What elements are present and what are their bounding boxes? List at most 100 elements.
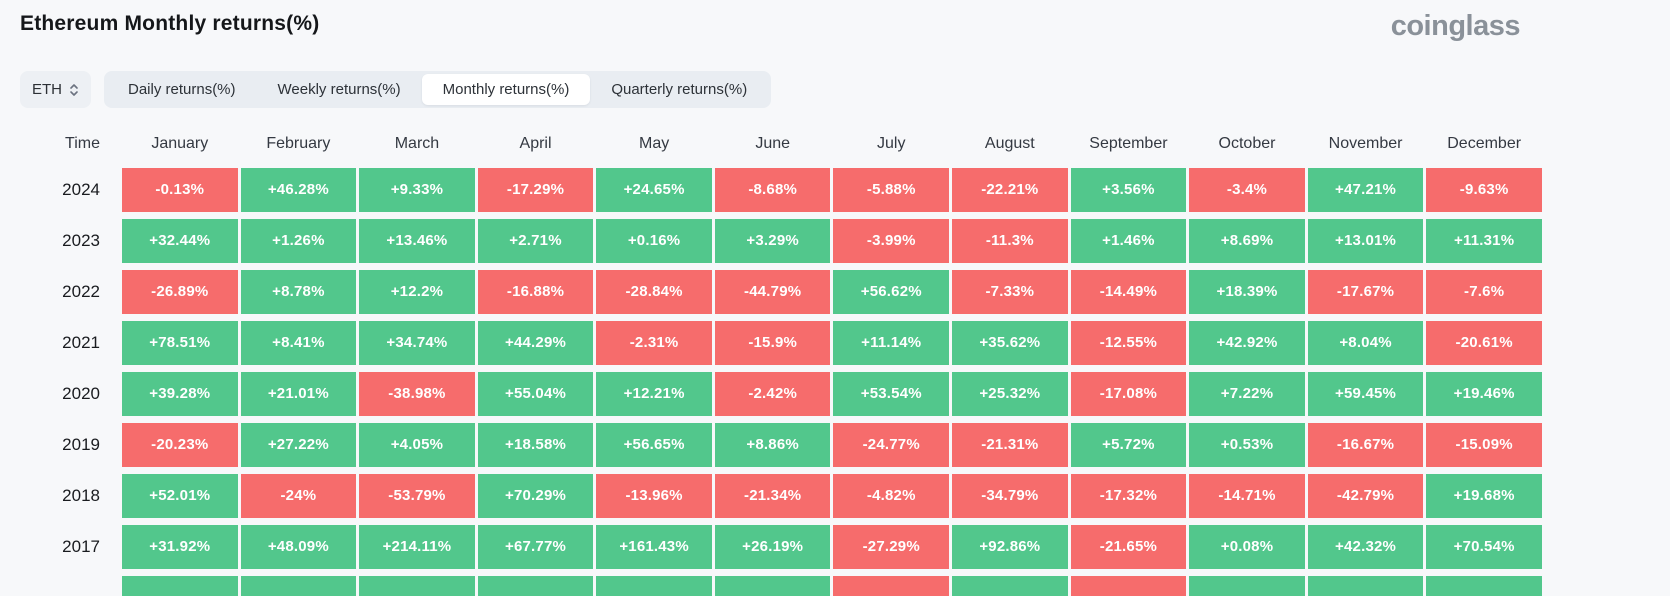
return-cell-2018-may: -13.96% xyxy=(596,474,712,518)
return-cell-2019-february: +27.22% xyxy=(240,423,357,467)
return-cell-2020-september: -17.08% xyxy=(1070,372,1187,416)
returns-row-partial xyxy=(20,576,1542,596)
return-cell-partial-october xyxy=(1189,576,1305,596)
return-cell-2024-april: -17.29% xyxy=(477,168,594,212)
return-cell-2021-august: +35.62% xyxy=(952,321,1068,365)
returns-row-2017: 2017 +31.92% +48.09% +214.11% +67.77% +161.43… xyxy=(20,525,1542,569)
return-cell-2018-october: -14.71% xyxy=(1189,474,1305,518)
returns-period-tabs: Daily returns(%) Weekly returns(%) Monthly… xyxy=(104,71,772,108)
return-cell-2021-may: -2.31% xyxy=(596,321,712,365)
return-cell-2021-september: -12.55% xyxy=(1070,321,1187,365)
column-header-september: September xyxy=(1089,135,1168,152)
returns-row-2022: 2022 -26.89% +8.78% +12.2% -16.88% -28.84% -44… xyxy=(20,270,1542,314)
column-header-november: November xyxy=(1328,135,1403,152)
return-cell-partial-september xyxy=(1070,576,1187,596)
return-cell-2023-august: -11.3% xyxy=(952,219,1068,263)
return-cell-2021-march: +34.74% xyxy=(359,321,475,365)
controls-bar: ETH Daily returns(%) Weekly returns(%) Mon… xyxy=(20,71,1670,108)
return-cell-2019-november: -16.67% xyxy=(1307,423,1424,467)
page-title: Ethereum Monthly returns(%) xyxy=(20,12,320,35)
return-cell-2023-june: +3.29% xyxy=(714,219,831,263)
return-cell-2022-june: -44.79% xyxy=(714,270,831,314)
return-cell-2022-february: +8.78% xyxy=(240,270,357,314)
return-cell-2020-january: +39.28% xyxy=(122,372,238,416)
return-cell-2022-july: +56.62% xyxy=(833,270,950,314)
return-cell-2023-april: +2.71% xyxy=(477,219,594,263)
coinglass-logo: coinglass xyxy=(1390,10,1521,42)
return-cell-2020-april: +55.04% xyxy=(477,372,594,416)
return-cell-2019-may: +56.65% xyxy=(596,423,712,467)
return-cell-2021-february: +8.41% xyxy=(240,321,357,365)
return-cell-2023-october: +8.69% xyxy=(1189,219,1305,263)
tab-weekly-returns[interactable]: Weekly returns(%) xyxy=(257,74,422,105)
return-cell-2018-september: -17.32% xyxy=(1070,474,1187,518)
return-cell-2023-november: +13.01% xyxy=(1307,219,1424,263)
return-cell-partial-april xyxy=(477,576,594,596)
return-cell-2024-november: +47.21% xyxy=(1307,168,1424,212)
return-cell-2024-october: -3.4% xyxy=(1189,168,1305,212)
return-cell-2017-august: +92.86% xyxy=(952,525,1068,569)
return-cell-2019-september: +5.72% xyxy=(1070,423,1187,467)
return-cell-2019-january: -20.23% xyxy=(122,423,238,467)
return-cell-2018-november: -42.79% xyxy=(1307,474,1424,518)
return-cell-2022-may: -28.84% xyxy=(596,270,712,314)
return-cell-2019-march: +4.05% xyxy=(359,423,475,467)
return-cell-2023-july: -3.99% xyxy=(833,219,950,263)
return-cell-2021-november: +8.04% xyxy=(1307,321,1424,365)
monthly-returns-table: Time January February March April May June July… xyxy=(20,124,1542,596)
return-cell-2018-june: -21.34% xyxy=(714,474,831,518)
return-cell-2022-october: +18.39% xyxy=(1189,270,1305,314)
return-cell-2017-april: +67.77% xyxy=(477,525,594,569)
return-cell-2019-december: -15.09% xyxy=(1426,423,1542,467)
return-cell-2023-february: +1.26% xyxy=(240,219,357,263)
return-cell-2019-october: +0.53% xyxy=(1189,423,1305,467)
symbol-select[interactable]: ETH xyxy=(20,71,91,108)
return-cell-partial-february xyxy=(240,576,357,596)
return-cell-2023-december: +11.31% xyxy=(1426,219,1542,263)
return-cell-2019-august: -21.31% xyxy=(952,423,1068,467)
tab-quarterly-returns[interactable]: Quarterly returns(%) xyxy=(590,74,768,105)
return-cell-2021-april: +44.29% xyxy=(477,321,594,365)
row-year-label: 2019 xyxy=(62,435,100,454)
tab-daily-returns[interactable]: Daily returns(%) xyxy=(107,74,257,105)
return-cell-2018-march: -53.79% xyxy=(359,474,475,518)
column-header-july: July xyxy=(877,135,906,152)
return-cell-2021-october: +42.92% xyxy=(1189,321,1305,365)
column-header-march: March xyxy=(394,135,440,152)
returns-row-2023: 2023 +32.44% +1.26% +13.46% +2.71% +0.16% +3.2… xyxy=(20,219,1542,263)
return-cell-2020-july: +53.54% xyxy=(833,372,950,416)
return-cell-2024-march: +9.33% xyxy=(359,168,475,212)
return-cell-partial-december xyxy=(1426,576,1542,596)
row-year-label: 2023 xyxy=(62,231,100,250)
column-header-january: January xyxy=(151,135,209,152)
return-cell-partial-march xyxy=(359,576,475,596)
return-cell-2021-june: -15.9% xyxy=(714,321,831,365)
return-cell-2020-february: +21.01% xyxy=(240,372,357,416)
return-cell-2023-september: +1.46% xyxy=(1070,219,1187,263)
return-cell-2024-august: -22.21% xyxy=(952,168,1068,212)
table-header-row: Time January February March April May June July… xyxy=(20,124,1542,164)
returns-row-2019: 2019 -20.23% +27.22% +4.05% +18.58% +56.65% +8… xyxy=(20,423,1542,467)
return-cell-2017-november: +42.32% xyxy=(1307,525,1424,569)
returns-row-2021: 2021 +78.51% +8.41% +34.74% +44.29% -2.31% -15… xyxy=(20,321,1542,365)
tab-monthly-returns[interactable]: Monthly returns(%) xyxy=(421,74,591,105)
topbar: Ethereum Monthly returns(%) coinglass xyxy=(0,0,1670,42)
return-cell-2017-june: +26.19% xyxy=(714,525,831,569)
row-year-label: 2021 xyxy=(62,333,100,352)
column-header-december: December xyxy=(1447,135,1522,152)
return-cell-2018-december: +19.68% xyxy=(1426,474,1542,518)
return-cell-2021-december: -20.61% xyxy=(1426,321,1542,365)
return-cell-2022-december: -7.6% xyxy=(1426,270,1542,314)
return-cell-2021-july: +11.14% xyxy=(833,321,950,365)
return-cell-2023-january: +32.44% xyxy=(122,219,238,263)
return-cell-2020-march: -38.98% xyxy=(359,372,475,416)
column-header-may: May xyxy=(638,135,670,152)
return-cell-2023-march: +13.46% xyxy=(359,219,475,263)
return-cell-2020-october: +7.22% xyxy=(1189,372,1305,416)
return-cell-2020-may: +12.21% xyxy=(596,372,712,416)
return-cell-2017-december: +70.54% xyxy=(1426,525,1542,569)
return-cell-2024-may: +24.65% xyxy=(596,168,712,212)
column-header-june: June xyxy=(755,135,791,152)
return-cell-2018-february: -24% xyxy=(240,474,357,518)
return-cell-partial-june xyxy=(714,576,831,596)
